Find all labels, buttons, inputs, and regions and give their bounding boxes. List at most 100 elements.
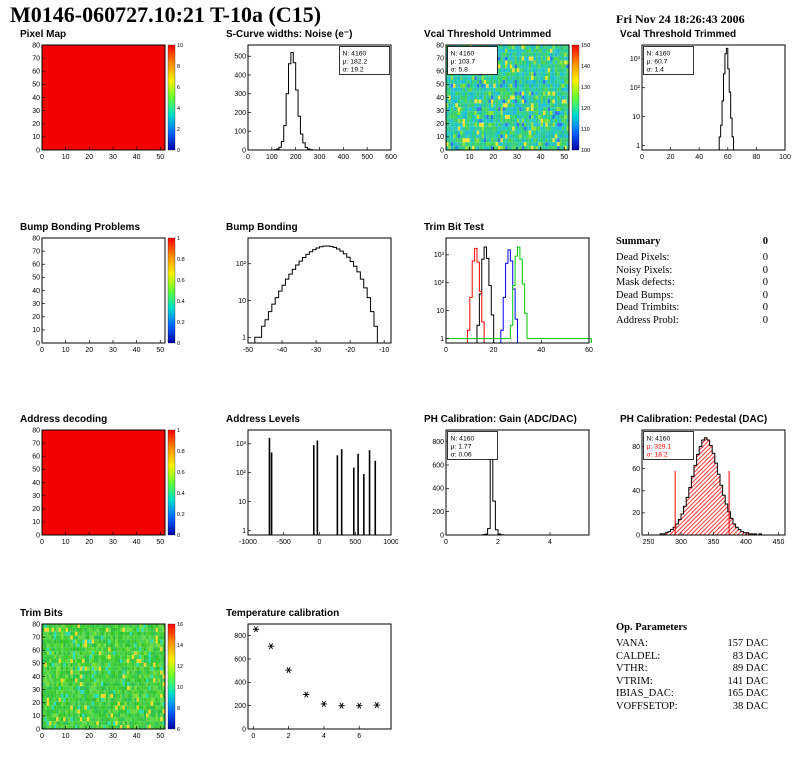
svg-text:0: 0 (318, 539, 322, 546)
svg-text:40: 40 (133, 539, 141, 546)
svg-text:100: 100 (234, 129, 246, 136)
svg-text:80: 80 (632, 444, 640, 451)
svg-text:10²: 10² (434, 280, 445, 287)
op-param-row-voffsetop: VOFFSETOP: 38 DAC (616, 701, 768, 714)
svg-text:10: 10 (632, 114, 640, 121)
op-param-value: 157 DAC (727, 638, 768, 649)
svg-text:0: 0 (36, 532, 40, 539)
vcal-trimmed-plot: 0 20 40 60 80 100 1 10 10² 10³ N: 4160 μ: 60.7 σ: 1.… (616, 41, 792, 163)
summary-label: Dead Bumps: (616, 289, 674, 301)
svg-text:N: 4160: N: 4160 (451, 51, 475, 58)
svg-text:400: 400 (234, 72, 246, 79)
svg-text:6: 6 (177, 85, 180, 91)
svg-text:10: 10 (238, 499, 246, 506)
op-parameters-title: Op. Parameters (616, 622, 688, 633)
svg-text:-30: -30 (311, 347, 321, 354)
svg-text:σ: 18.2: σ: 18.2 (647, 452, 668, 459)
svg-text:0: 0 (636, 532, 640, 539)
svg-text:50: 50 (560, 154, 568, 161)
svg-text:300: 300 (234, 91, 246, 98)
svg-text:30: 30 (109, 733, 117, 740)
page-title: M0146-060727.10:21 T-10a (C15) (10, 2, 322, 27)
panel-pixel-map: Pixel Map 0 10 20 30 40 50 0 10 20 30 40 50 60 70 80 10… (16, 29, 194, 163)
summary-value: 0 (762, 302, 768, 313)
svg-text:10: 10 (32, 713, 40, 720)
svg-text:14: 14 (177, 643, 183, 649)
svg-text:800: 800 (234, 633, 246, 640)
svg-text:50: 50 (32, 275, 40, 282)
chart-title-bump-bonding: Bump Bonding (226, 222, 298, 233)
chart-title-trim-bit-test: Trim Bit Test (424, 222, 484, 233)
chart-title-address-levels: Address Levels (226, 414, 300, 425)
bump-bonding-plot: -50 -40 -30 -20 -10 1 10 10² (222, 234, 398, 356)
chart-title-address-decoding: Address decoding (20, 414, 108, 425)
chart-title-trim-bits: Trim Bits (20, 608, 63, 619)
svg-text:0: 0 (440, 532, 444, 539)
svg-text:500: 500 (234, 54, 246, 61)
op-param-value: 165 DAC (727, 688, 768, 699)
summary-total: 0 (762, 236, 768, 247)
summary-label: Dead Trimbits: (616, 302, 680, 313)
panel-trim-bits: Trim Bits 0 10 20 30 40 50 0 10 20 30 40 50 60 70 80 16… (16, 608, 194, 742)
summary-row-dead-pixels: Dead Pixels: 0 (616, 252, 768, 265)
svg-text:100: 100 (581, 148, 590, 154)
svg-text:8: 8 (177, 64, 180, 70)
svg-text:0.4: 0.4 (177, 299, 185, 305)
svg-text:1: 1 (177, 236, 180, 242)
summary-value: 0 (762, 289, 768, 301)
svg-text:600: 600 (234, 656, 246, 663)
op-param-row-ibias-dac: IBIAS_DAC: 165 DAC (616, 688, 768, 701)
panel-ph-pedestal: PH Calibration: Pedestal (DAC) 250 300 350… (616, 414, 794, 548)
summary-row-mask-defects: Mask defects: 0 (616, 277, 768, 290)
svg-text:10²: 10² (236, 470, 247, 477)
svg-text:10: 10 (466, 154, 474, 161)
svg-text:0.8: 0.8 (177, 449, 185, 455)
svg-text:30: 30 (436, 108, 444, 115)
summary-title: Summary (616, 236, 661, 247)
ph-pedestal-plot: 250 300 350 400 450 0 20 40 60 80 N: 4160 μ: 329.1 σ… (616, 426, 792, 548)
svg-text:80: 80 (32, 621, 40, 628)
svg-text:70: 70 (32, 55, 40, 62)
svg-text:70: 70 (32, 440, 40, 447)
svg-text:200: 200 (234, 110, 246, 117)
svg-text:1000: 1000 (383, 539, 398, 546)
svg-text:80: 80 (32, 235, 40, 242)
chart-title-temperature-calibration: Temperature calibration (226, 608, 340, 619)
svg-text:40: 40 (133, 733, 141, 740)
svg-text:40: 40 (632, 488, 640, 495)
svg-text:10: 10 (32, 327, 40, 334)
svg-text:0.2: 0.2 (177, 512, 185, 518)
bump-problems-plot: 0 10 20 30 40 50 0 10 20 30 40 50 60 70 80 1 0.8 0.6 0.4 0.… (16, 234, 192, 356)
svg-text:60: 60 (32, 648, 40, 655)
panel-ph-gain: PH Calibration: Gain (ADC/DAC) 0 2 4 0 200 40… (420, 414, 598, 548)
svg-text:N: 4160: N: 4160 (647, 436, 671, 443)
chart-title-ph-pedestal: PH Calibration: Pedestal (DAC) (620, 414, 768, 425)
svg-text:500: 500 (361, 154, 373, 161)
svg-text:8: 8 (177, 706, 180, 712)
svg-text:0: 0 (640, 154, 644, 161)
svg-text:300: 300 (675, 539, 687, 546)
svg-text:40: 40 (537, 347, 545, 354)
svg-text:2: 2 (177, 127, 180, 133)
svg-text:0: 0 (177, 533, 180, 539)
svg-text:30: 30 (513, 154, 521, 161)
svg-text:20: 20 (85, 539, 93, 546)
svg-text:N: 4160: N: 4160 (343, 51, 367, 58)
svg-text:110: 110 (581, 127, 590, 133)
svg-text:4: 4 (177, 106, 180, 112)
svg-text:50: 50 (32, 467, 40, 474)
svg-text:20: 20 (490, 347, 498, 354)
svg-text:250: 250 (643, 539, 655, 546)
svg-text:60: 60 (436, 69, 444, 76)
svg-text:10: 10 (32, 519, 40, 526)
svg-text:0: 0 (242, 147, 246, 154)
svg-text:30: 30 (109, 154, 117, 161)
svg-text:400: 400 (234, 680, 246, 687)
svg-text:σ: 19.2: σ: 19.2 (343, 67, 364, 74)
svg-text:50: 50 (156, 154, 164, 161)
svg-text:0.2: 0.2 (177, 320, 185, 326)
svg-text:450: 450 (773, 539, 785, 546)
chart-title-vcal-trimmed: Vcal Threshold Trimmed (620, 29, 737, 40)
svg-text:60: 60 (724, 154, 732, 161)
svg-text:20: 20 (489, 154, 497, 161)
